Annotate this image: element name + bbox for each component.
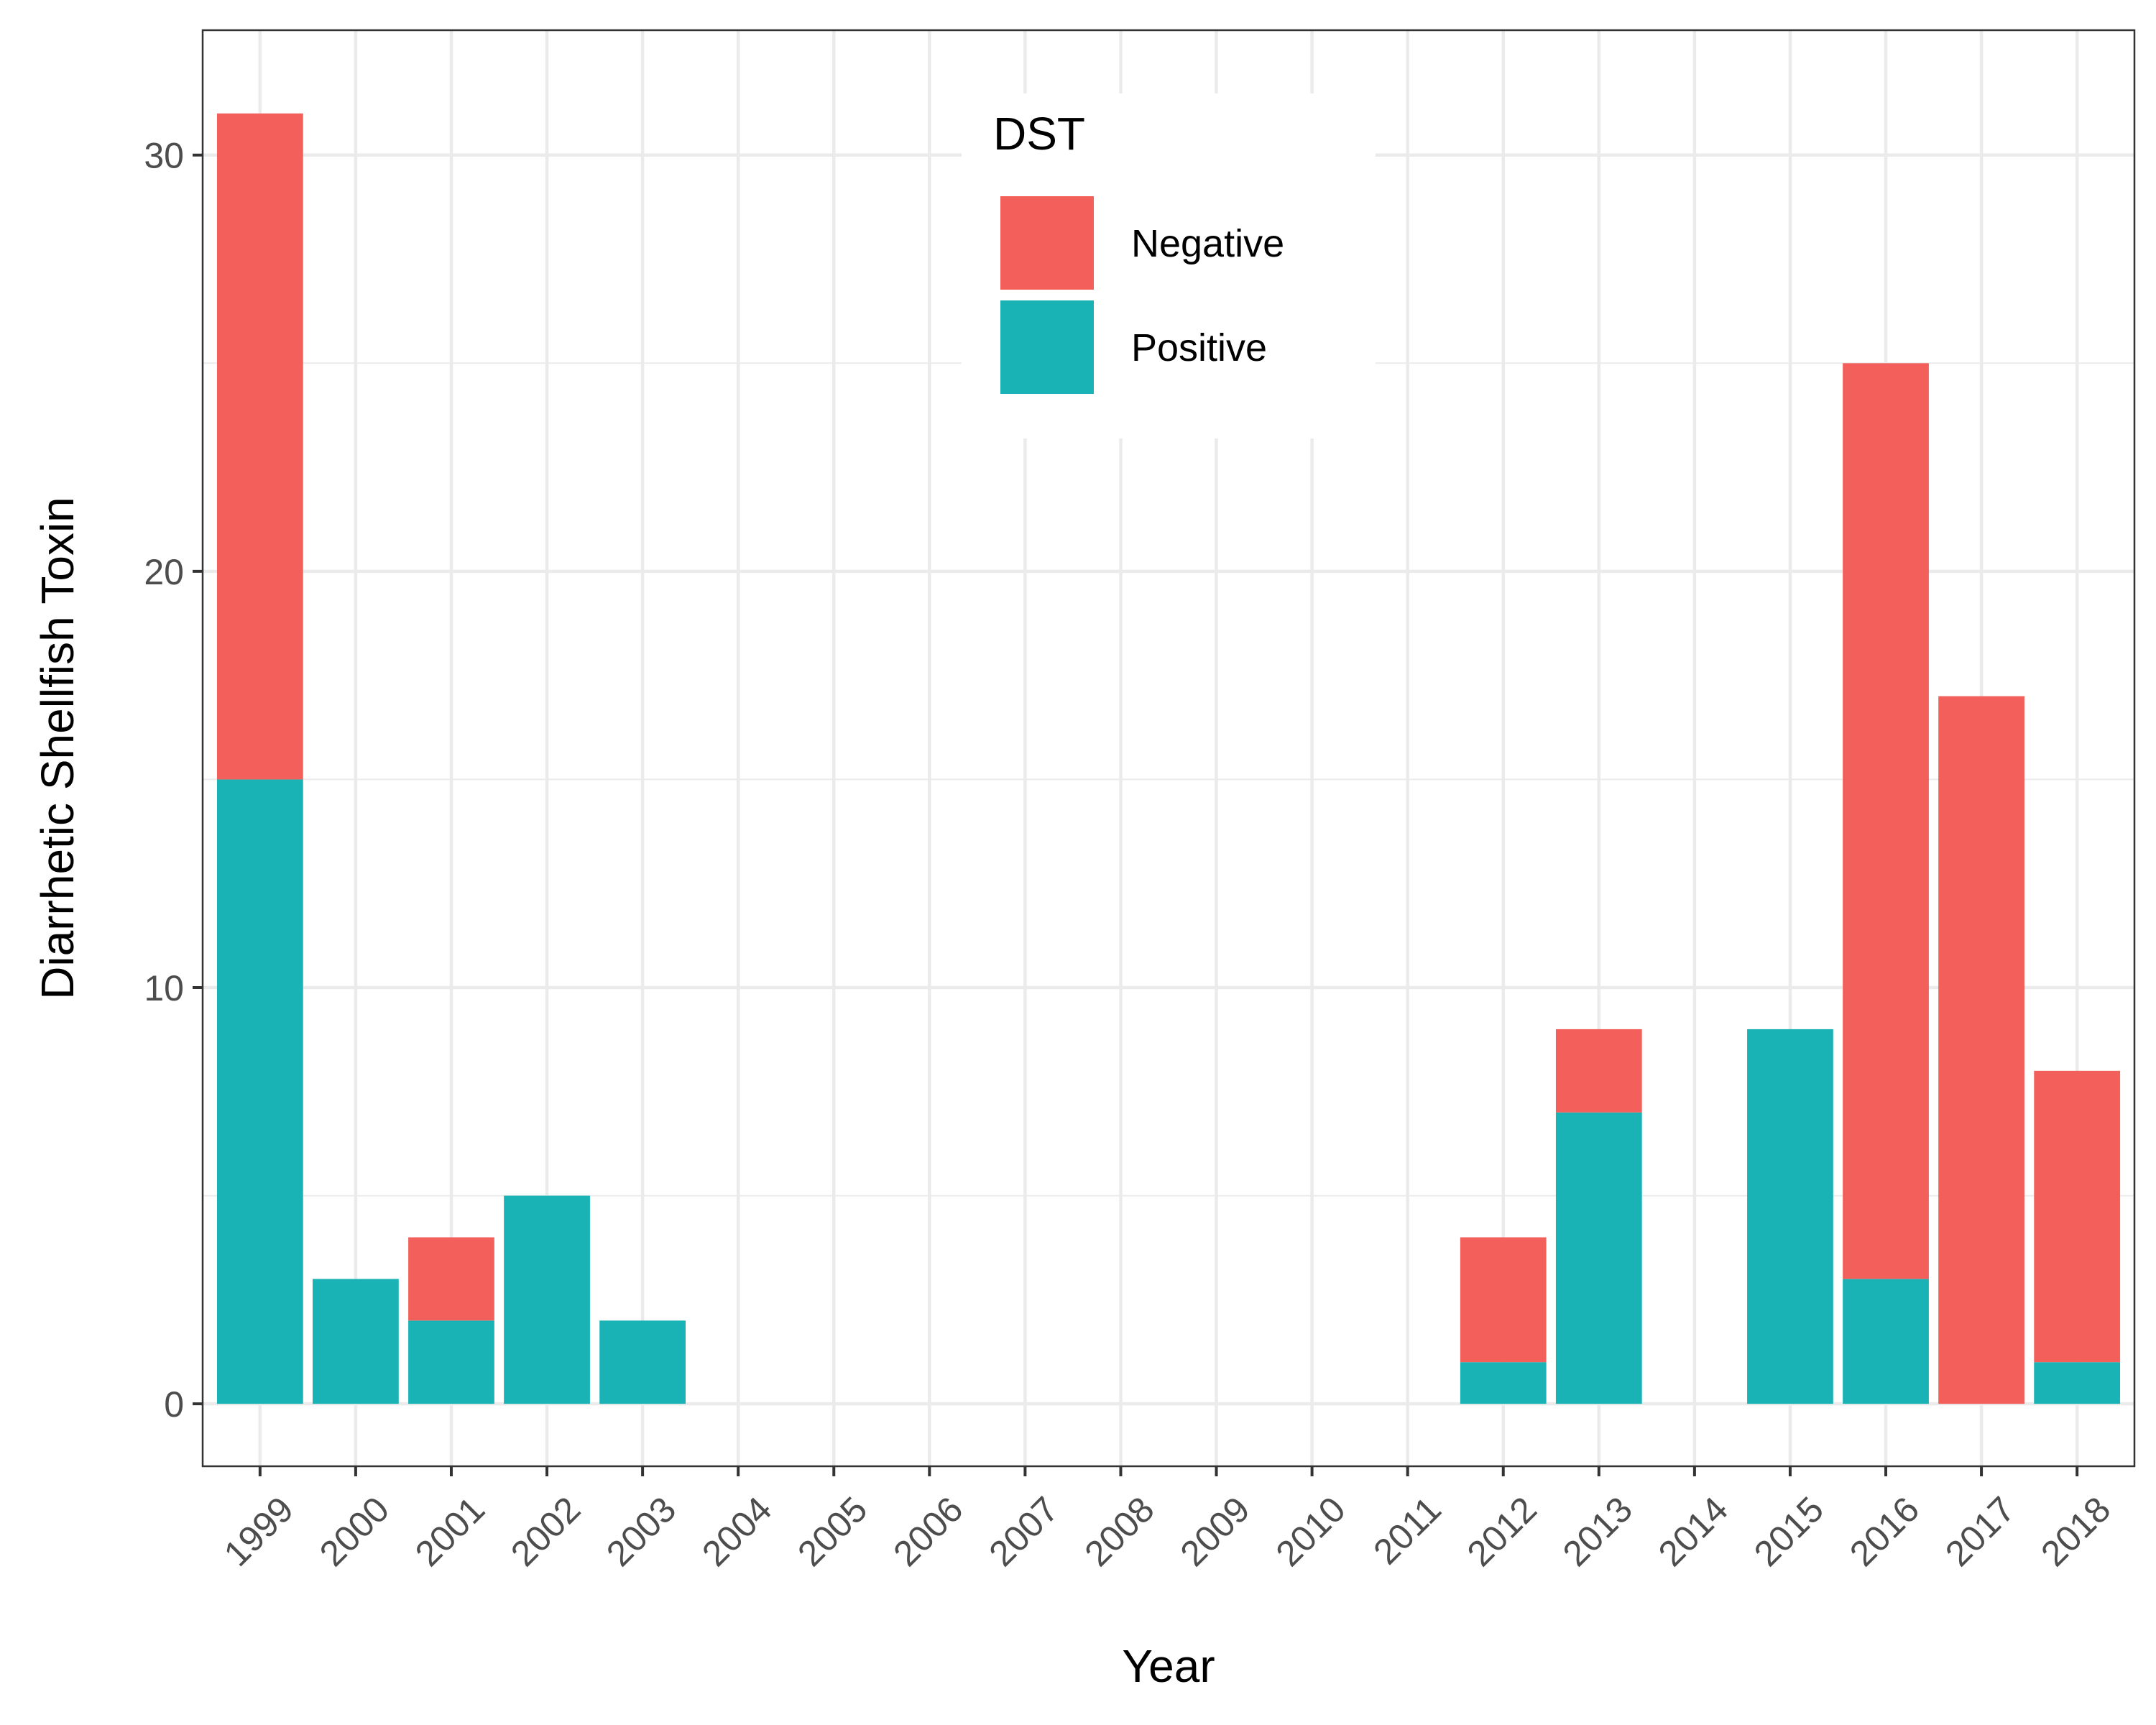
bar-negative-2017: [1938, 696, 2024, 1404]
bar-positive-2001: [408, 1320, 494, 1404]
bar-positive-2015: [1747, 1029, 1833, 1404]
x-tick-label: 2011: [1365, 1489, 1449, 1573]
x-tick-label: 2008: [1077, 1489, 1161, 1574]
bar-positive-2016: [1843, 1279, 1929, 1404]
x-tick-label: 2002: [503, 1489, 588, 1574]
x-tick-label: 1999: [216, 1489, 301, 1574]
bar-positive-2018: [2034, 1362, 2121, 1404]
bar-negative-2012: [1460, 1237, 1547, 1363]
legend-label-positive: Positive: [1131, 326, 1267, 369]
x-tick-label: 2013: [1555, 1489, 1640, 1574]
x-tick-label: 2018: [2033, 1489, 2118, 1574]
bar-negative-2016: [1843, 363, 1929, 1279]
x-tick-label: 2006: [885, 1489, 970, 1574]
y-axis: 0 10 20 30: [144, 136, 203, 1425]
bar-positive-2013: [1555, 1112, 1642, 1404]
x-tick-label: 2001: [407, 1489, 492, 1574]
x-tick-label: 2017: [1938, 1489, 2022, 1574]
panel-border: [201, 29, 2136, 1468]
y-tick-label: 10: [144, 968, 184, 1008]
x-axis-title: Year: [1122, 1640, 1215, 1692]
bar-negative-2001: [408, 1237, 494, 1321]
legend-label-negative: Negative: [1131, 222, 1284, 265]
x-tick-label: 2003: [599, 1489, 683, 1574]
bar-positive-2003: [599, 1320, 686, 1404]
x-tick-label: 2016: [1842, 1489, 1927, 1574]
x-tick-label: 2009: [1173, 1489, 1258, 1574]
x-tick-label: 2012: [1460, 1489, 1544, 1574]
bar-positive-1999: [216, 779, 303, 1404]
bar-negative-2018: [2034, 1070, 2121, 1363]
bar-negative-2013: [1555, 1029, 1642, 1113]
legend-key-positive: [1000, 300, 1094, 394]
legend-key-negative: [1000, 196, 1094, 290]
legend-title: DST: [993, 108, 1085, 160]
x-axis: 1999 2000 2001 2002 2003 2004 2005 2006 2007 2008…: [216, 1466, 2118, 1574]
x-tick-label: 2015: [1746, 1489, 1831, 1574]
x-tick-label: 2007: [981, 1489, 1066, 1574]
bars: [216, 113, 2121, 1404]
bar-positive-2012: [1460, 1362, 1547, 1404]
y-axis-title: Diarrhetic Shellfish Toxin: [32, 497, 83, 1000]
y-tick-label: 30: [144, 136, 184, 176]
bar-positive-2002: [504, 1195, 590, 1404]
x-tick-label: 2014: [1651, 1489, 1736, 1574]
x-tick-label: 2005: [790, 1489, 875, 1574]
y-tick-label: 0: [164, 1384, 184, 1425]
y-tick-label: 20: [144, 552, 184, 592]
x-tick-label: 2000: [312, 1489, 397, 1574]
legend: DST Negative Positive: [962, 93, 1376, 438]
bar-negative-1999: [216, 113, 303, 780]
x-tick-label: 2010: [1268, 1489, 1353, 1574]
x-tick-label: 2004: [694, 1489, 779, 1574]
bar-positive-2000: [313, 1279, 399, 1404]
